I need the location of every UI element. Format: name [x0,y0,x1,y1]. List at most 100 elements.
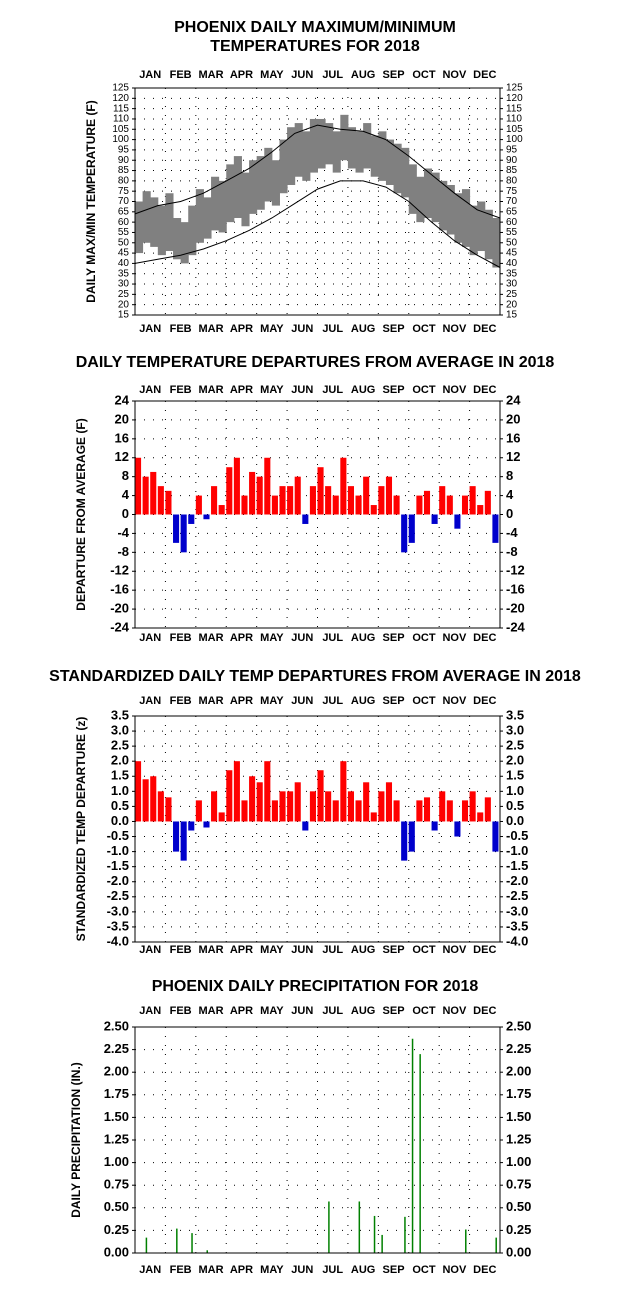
departure-bar [423,490,431,515]
month-label: MAR [199,1005,224,1017]
precip-bar [206,1250,208,1253]
y-tick-label: 2.50 [104,1018,129,1033]
departure-bar [355,495,362,515]
temp-range [256,156,265,210]
y-tick-label: 1.5 [506,768,524,783]
month-label: MAY [260,69,284,81]
y-tick-label: 90 [118,155,130,166]
month-label: SEP [383,69,405,81]
y-tick-label: 65 [506,206,518,217]
departure-bar [157,791,164,822]
temp-range [461,189,471,247]
month-label: JAN [139,944,161,956]
y-tick-label: 4 [122,487,130,502]
departure-bar [393,800,400,822]
month-label: OCT [412,1005,436,1017]
month-label: OCT [412,384,436,396]
temp-range [287,127,296,185]
y-tick-label: -12 [506,563,525,578]
month-label: DEC [473,69,496,81]
y-tick-label: 80 [118,176,130,187]
departure-bar [218,505,225,515]
departure-bar [195,800,202,822]
departure-bar [287,486,294,515]
y-tick-label: 3.0 [111,723,129,738]
temp-range [226,164,235,223]
departure-bar [423,797,431,822]
y-tick-label: -20 [506,601,525,616]
y-axis-label: STANDARDIZED TEMP DEPARTURE (z) [74,717,88,942]
y-tick-label: 105 [506,124,523,135]
y-tick-label: 85 [118,165,130,176]
month-label: DEC [473,384,496,396]
y-tick-label: 25 [118,289,130,300]
y-tick-label: 0.50 [506,1199,531,1214]
departure-bar [477,812,484,822]
y-tick-label: 105 [112,124,129,135]
precip-bar [191,1233,193,1253]
departure-bar [363,782,370,822]
precip-bar [495,1237,497,1253]
temp-range [416,176,425,223]
month-label: FEB [170,323,192,335]
temp-range [423,168,433,219]
temp-range [142,191,151,243]
y-tick-label: 120 [112,93,129,104]
temp-range [355,131,364,173]
departure-bar [302,514,309,524]
y-tick-label: 8 [122,468,129,483]
departure-bar [203,514,210,520]
month-label: JUN [291,632,313,644]
departure-bar [180,821,187,861]
month-label: AUG [351,695,375,707]
y-tick-label: 75 [118,186,130,197]
departure-bar [241,800,248,822]
month-label: APR [230,69,253,81]
y-tick-label: 110 [113,114,129,125]
y-tick-label: 0 [506,506,513,521]
y-tick-label: 1.00 [104,1154,129,1169]
y-tick-label: 1.75 [506,1086,531,1101]
departure-bar [279,791,286,822]
y-tick-label: 1.0 [111,783,129,798]
temp-range [165,193,174,252]
departure-bar [317,770,324,822]
departure-bar [165,490,172,515]
y-tick-label: 1.75 [104,1086,129,1101]
departure-bar [211,791,218,822]
precip-bar [358,1201,361,1253]
y-tick-label: 100 [506,134,523,145]
y-tick-label: 35 [118,268,130,279]
y-tick-label: -1.5 [506,858,528,873]
temp-range [332,131,341,173]
month-label: NOV [442,69,467,81]
temp-range [340,114,349,161]
departure-bar [340,457,347,515]
y-tick-label: -3.5 [107,918,129,933]
departure-bar [142,779,149,822]
departure-bar [294,476,301,515]
temp-range [446,184,455,235]
month-label: MAR [199,69,224,81]
temp-range [431,172,440,223]
y-tick-label: -8 [117,544,129,559]
month-label: JAN [139,695,161,707]
y-tick-label: 90 [506,155,518,166]
y-tick-label: 40 [118,258,130,269]
y-tick-label: -1.0 [506,843,528,858]
departure-bar [363,476,370,515]
month-label: MAR [199,323,224,335]
departure-bar [317,467,324,515]
departure-bar [150,776,157,822]
y-tick-label: 70 [118,196,130,207]
temp-range [492,218,501,268]
month-label: AUG [351,323,375,335]
y-tick-label: 40 [506,258,518,269]
departure-bar [249,776,256,822]
departure-bar [249,471,256,515]
month-label: AUG [351,1005,375,1017]
month-label: MAY [260,632,284,644]
y-tick-label: 0.00 [104,1244,129,1259]
month-label: JUN [291,695,313,707]
y-tick-label: 95 [506,145,518,156]
